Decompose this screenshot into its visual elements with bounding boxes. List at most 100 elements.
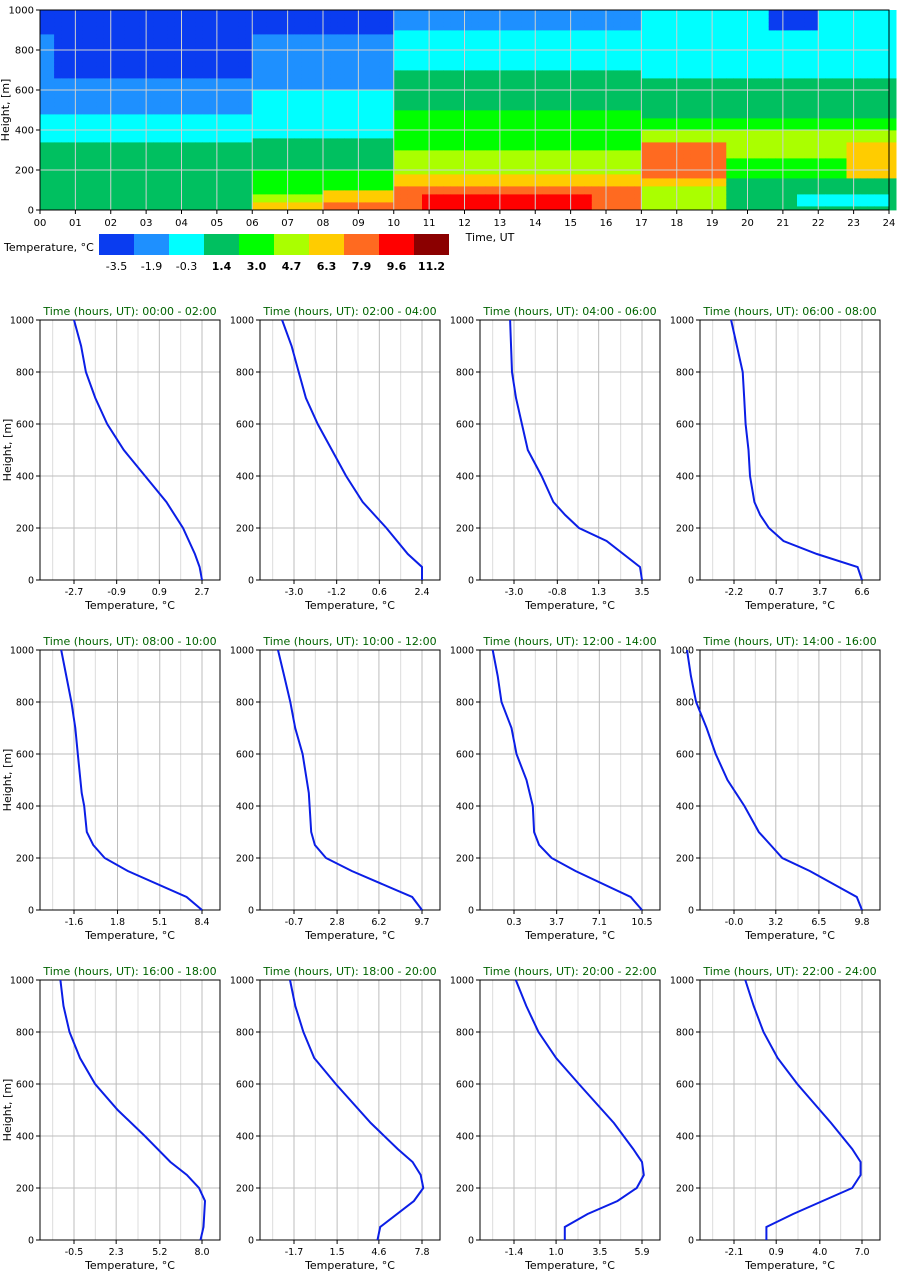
- heatmap-cell: [238, 30, 246, 35]
- heatmap-cell: [641, 154, 649, 159]
- heatmap-cell: [641, 38, 649, 43]
- heatmap-cell: [506, 150, 515, 155]
- heatmap-cell: [245, 174, 253, 179]
- heatmap-cell: [365, 126, 373, 131]
- heatmap-cell: [294, 138, 303, 143]
- heatmap-cell: [733, 102, 741, 107]
- heatmap-cell: [379, 130, 388, 135]
- heatmap-cell: [379, 182, 388, 187]
- heatmap-cell: [54, 126, 62, 131]
- heatmap-cell: [124, 174, 133, 179]
- heatmap-cell: [337, 202, 345, 207]
- heatmap-cell: [202, 118, 211, 123]
- heatmap-cell: [556, 174, 564, 179]
- heatmap-cell: [146, 206, 154, 211]
- heatmap-cell: [259, 34, 267, 39]
- heatmap-cell: [492, 46, 501, 51]
- heatmap-cell: [478, 58, 487, 63]
- heatmap-cell: [209, 22, 218, 27]
- heatmap-cell: [740, 46, 748, 51]
- heatmap-cell: [400, 162, 409, 167]
- heatmap-cell: [591, 138, 600, 143]
- heatmap-cell: [89, 10, 97, 15]
- heatmap-cell: [542, 122, 550, 127]
- heatmap-cell: [627, 18, 635, 23]
- heatmap-cell: [613, 22, 621, 27]
- heatmap-cell: [698, 178, 706, 183]
- heatmap-cell: [712, 206, 720, 211]
- heatmap-cell: [641, 10, 649, 15]
- heatmap-cell: [662, 130, 671, 135]
- heatmap-cell: [273, 170, 281, 175]
- heatmap-cell: [358, 26, 366, 31]
- heatmap-cell: [613, 18, 621, 23]
- heatmap-cell: [117, 138, 126, 143]
- heatmap-cell: [584, 162, 593, 167]
- heatmap-cell: [124, 142, 133, 147]
- heatmap-cell: [160, 186, 168, 191]
- heatmap-cell: [259, 186, 267, 191]
- heatmap-cell: [195, 198, 204, 203]
- heatmap-cell: [280, 122, 289, 127]
- heatmap-cell: [577, 174, 586, 179]
- heatmap-cell: [415, 154, 423, 159]
- heatmap-cell: [570, 94, 579, 99]
- heatmap-cell: [323, 134, 331, 139]
- heatmap-cell: [648, 54, 656, 59]
- heatmap-cell: [492, 26, 501, 31]
- heatmap-cell: [683, 94, 692, 99]
- heatmap-cell: [676, 98, 685, 103]
- heatmap-cell: [535, 70, 543, 75]
- heatmap-cell: [521, 150, 529, 155]
- heatmap-cell: [110, 82, 119, 87]
- heatmap-cell: [209, 54, 218, 59]
- heatmap-cell: [429, 38, 437, 43]
- heatmap-cell: [591, 206, 600, 211]
- heatmap-cell: [323, 74, 331, 79]
- heatmap-cell: [266, 94, 274, 99]
- heatmap-cell: [698, 202, 706, 207]
- heatmap-cell: [535, 14, 543, 19]
- heatmap-cell: [273, 78, 281, 83]
- heatmap-cell: [195, 170, 204, 175]
- heatmap-cell: [259, 162, 267, 167]
- heatmap-cell: [443, 46, 451, 51]
- heatmap-cell: [238, 182, 246, 187]
- heatmap-cell: [216, 94, 225, 99]
- heatmap-cell: [238, 78, 246, 83]
- heatmap-cell: [294, 126, 303, 131]
- heatmap-cell: [231, 110, 239, 115]
- heatmap-cell: [662, 122, 671, 127]
- heatmap-cell: [528, 66, 536, 71]
- heatmap-cell: [683, 22, 692, 27]
- heatmap-cell: [549, 198, 557, 203]
- heatmap-cell: [478, 34, 487, 39]
- heatmap-cell: [556, 142, 564, 147]
- heatmap-cell: [613, 114, 621, 119]
- heatmap-cell: [96, 174, 105, 179]
- heatmap-cell: [598, 54, 607, 59]
- heatmap-cell: [301, 62, 310, 67]
- heatmap-cell: [280, 110, 289, 115]
- heatmap-cell: [110, 30, 119, 35]
- heatmap-cell: [195, 82, 204, 87]
- heatmap-cell: [188, 178, 197, 183]
- heatmap-cell: [259, 26, 267, 31]
- heatmap-cell: [478, 66, 487, 71]
- heatmap-cell: [733, 162, 741, 167]
- heatmap-cell: [740, 22, 748, 27]
- heatmap-cell: [634, 38, 642, 43]
- heatmap-cell: [117, 10, 126, 15]
- heatmap-cell: [478, 154, 487, 159]
- heatmap-cell: [287, 190, 296, 195]
- heatmap-cell: [301, 94, 310, 99]
- heatmap-cell: [471, 94, 480, 99]
- heatmap-cell: [705, 186, 713, 191]
- heatmap-cell: [280, 138, 289, 143]
- heatmap-cell: [386, 142, 395, 147]
- heatmap-cell: [224, 50, 232, 55]
- heatmap-cell: [231, 34, 239, 39]
- heatmap-cell: [457, 122, 465, 127]
- heatmap-cell: [287, 186, 296, 191]
- heatmap-cell: [415, 186, 423, 191]
